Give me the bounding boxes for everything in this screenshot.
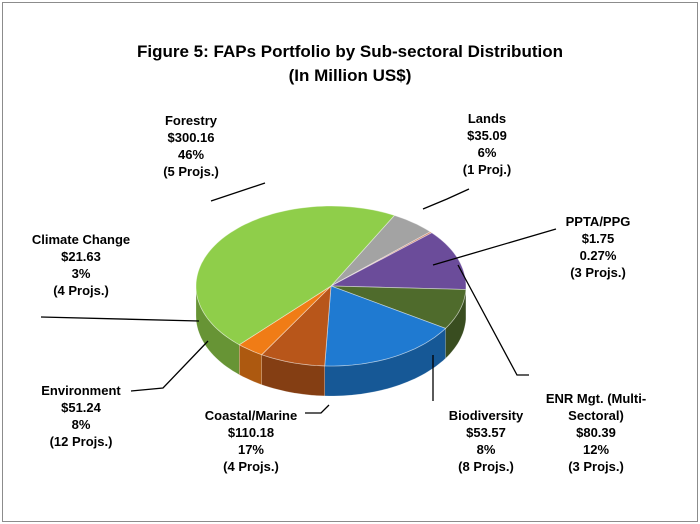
label-line: $53.57 bbox=[466, 425, 506, 440]
label-line: (1 Proj.) bbox=[462, 162, 512, 177]
label-line: 17% bbox=[237, 442, 265, 457]
slice-label: PPTA/PPG $1.75 0.27% (3 Projs.) bbox=[566, 213, 631, 281]
label-line: $300.16 bbox=[167, 130, 215, 145]
slice bbox=[329, 232, 467, 290]
label-line: 6% bbox=[477, 145, 497, 160]
label-line: 12% bbox=[582, 442, 610, 457]
slice bbox=[324, 285, 447, 367]
label-line: Biodiversity bbox=[448, 408, 524, 423]
slice bbox=[330, 214, 431, 287]
label-line: 46% bbox=[177, 147, 205, 162]
label-line: Coastal/Marine bbox=[204, 408, 298, 423]
label-line: Forestry bbox=[164, 113, 218, 128]
slice-label: Biodiversity $53.57 8% (8 Projs.) bbox=[449, 407, 523, 475]
slice-label: ENR Mgt. (Multi-Sectoral) $80.39 12% (3 Pro… bbox=[537, 390, 655, 475]
label-line: (4 Projs.) bbox=[53, 283, 109, 298]
slice bbox=[238, 285, 332, 356]
label-line: 8% bbox=[476, 442, 496, 457]
leader-line bbox=[130, 340, 209, 392]
slice bbox=[330, 285, 467, 329]
label-line: $110.18 bbox=[227, 425, 275, 440]
label-line: ENR Mgt. (Multi-Sectoral) bbox=[545, 391, 647, 423]
leader-line bbox=[305, 404, 330, 414]
label-line: Environment bbox=[41, 383, 121, 398]
label-line: Climate Change bbox=[31, 232, 131, 247]
label-line: $51.24 bbox=[61, 400, 101, 415]
leader-line bbox=[422, 188, 470, 210]
leader-line bbox=[40, 316, 200, 322]
label-line: PPTA/PPG bbox=[565, 214, 631, 229]
chart-subtitle: (In Million US$) bbox=[289, 66, 412, 85]
label-line: 3% bbox=[71, 266, 91, 281]
chart: Figure 5: FAPs Portfolio by Sub-sectoral… bbox=[40, 42, 563, 414]
label-line: $35.09 bbox=[467, 128, 507, 143]
slice-label: Climate Change $21.63 3% (4 Projs.) bbox=[32, 231, 130, 299]
leader-line bbox=[432, 228, 557, 266]
slice-label: Coastal/Marine $110.18 17% (4 Projs.) bbox=[205, 407, 297, 475]
label-line: (8 Projs.) bbox=[458, 459, 514, 474]
label-line: (3 Projs.) bbox=[570, 265, 626, 280]
leader-line bbox=[210, 182, 266, 202]
label-line: 0.27% bbox=[579, 248, 617, 263]
chart-title: Figure 5: FAPs Portfolio by Sub-sectoral… bbox=[137, 42, 563, 61]
slice bbox=[195, 205, 396, 346]
label-line: (3 Projs.) bbox=[568, 459, 624, 474]
leader-line bbox=[457, 264, 529, 376]
slice-label: Lands $35.09 6% (1 Proj.) bbox=[463, 110, 511, 178]
label-line: (4 Projs.) bbox=[223, 459, 279, 474]
label-line: 8% bbox=[71, 417, 91, 432]
label-line: $80.39 bbox=[576, 425, 616, 440]
label-line: Lands bbox=[467, 111, 507, 126]
label-line: $1.75 bbox=[581, 231, 615, 246]
slice-label: Forestry $300.16 46% (5 Projs.) bbox=[163, 112, 219, 180]
slice-label: Environment $51.24 8% (12 Projs.) bbox=[41, 382, 120, 450]
slice bbox=[260, 284, 332, 367]
label-line: (5 Projs.) bbox=[163, 164, 219, 179]
label-line: $21.63 bbox=[61, 249, 101, 264]
label-line: (12 Projs.) bbox=[49, 434, 113, 449]
